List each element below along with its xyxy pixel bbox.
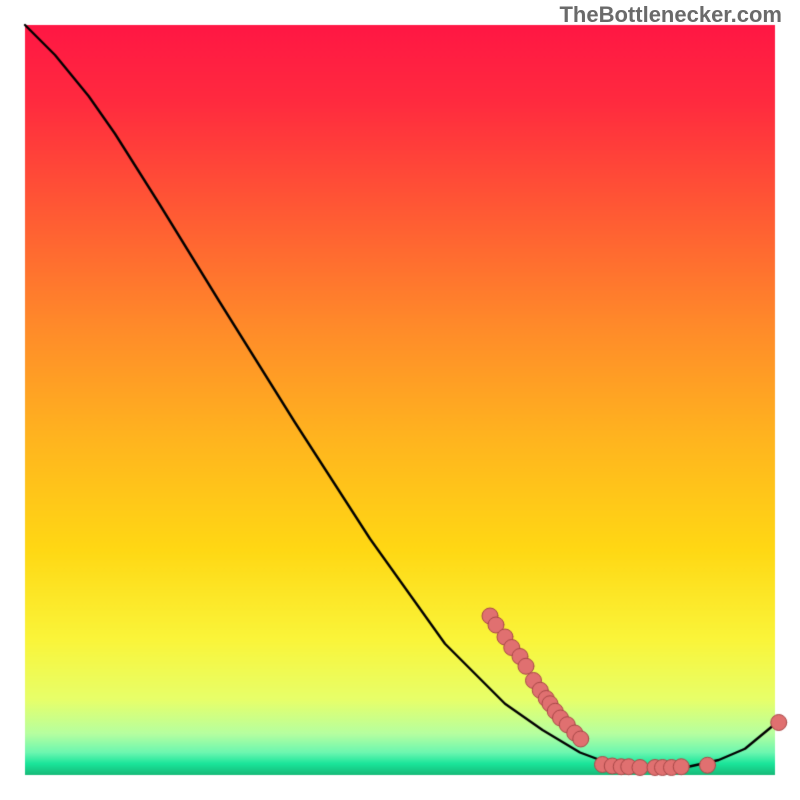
- chart-canvas: [0, 0, 800, 800]
- watermark-label: TheBottlenecker.com: [559, 2, 782, 28]
